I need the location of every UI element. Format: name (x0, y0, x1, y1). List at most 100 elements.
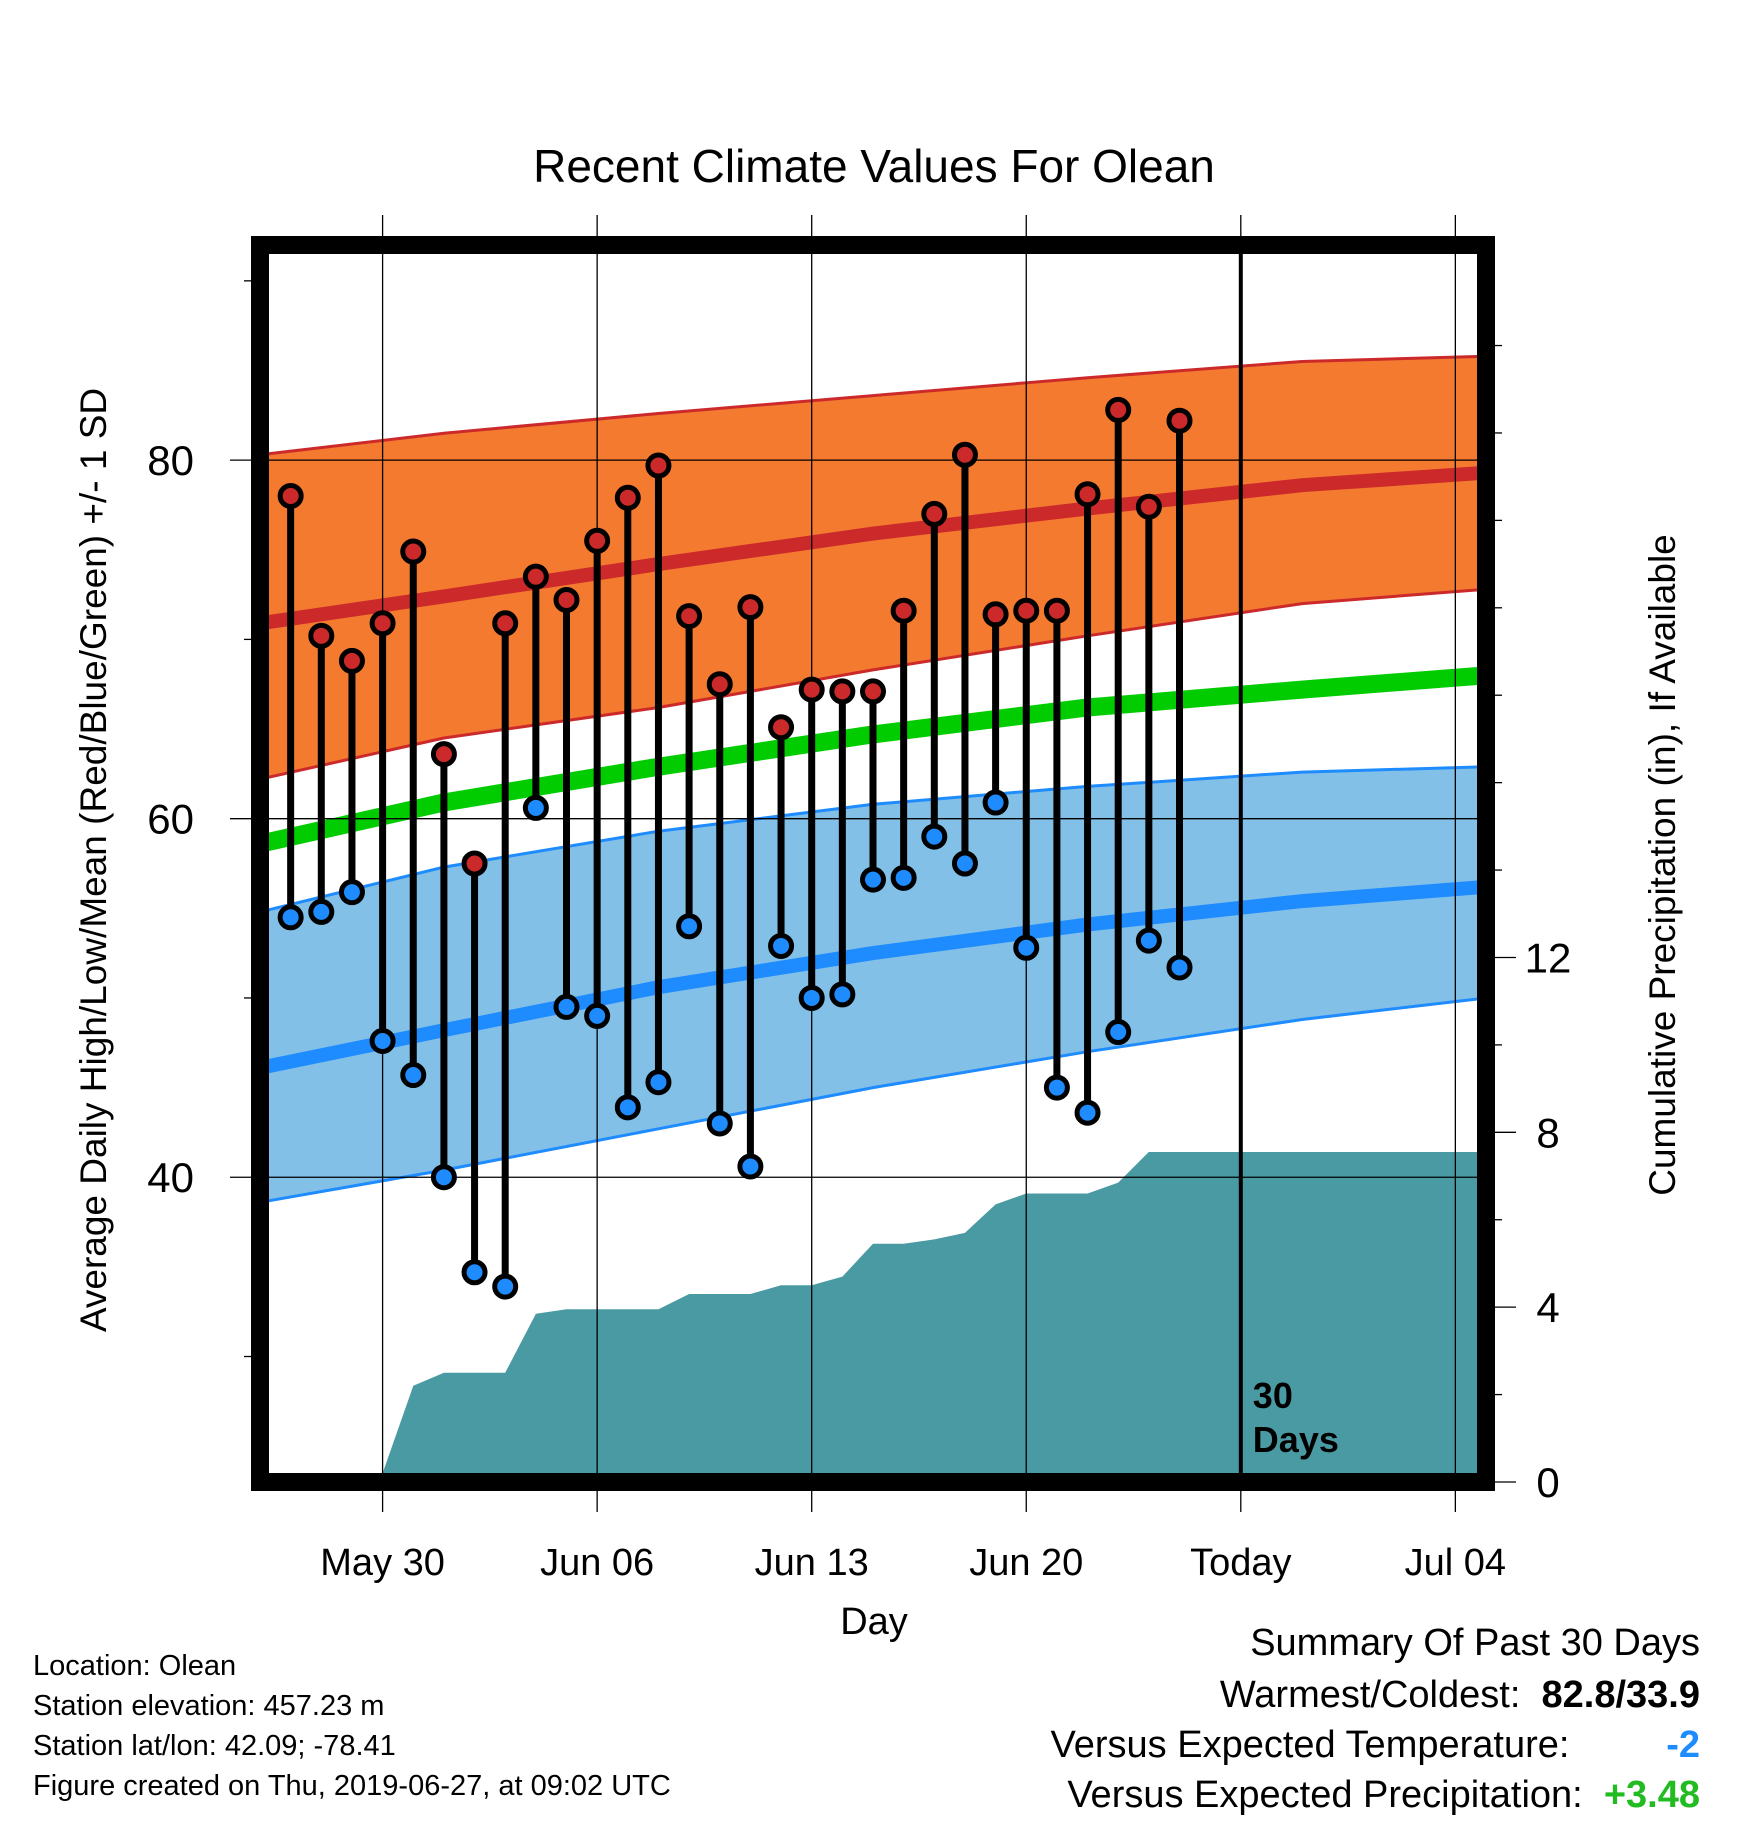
daily-high-point (277, 482, 304, 509)
summary-temp: Versus Expected Temperature: -2 (1051, 1724, 1700, 1767)
temp-value: -2 (1666, 1724, 1700, 1766)
daily-low-point (768, 932, 795, 959)
x-tick-label: Today (1190, 1542, 1291, 1584)
y2-tick-label: 12 (1525, 934, 1572, 981)
today-count-label: 30 (1253, 1375, 1293, 1416)
daily-high-point (798, 676, 825, 703)
precip-area (260, 1152, 1486, 1482)
daily-low-point (522, 794, 549, 821)
station-info: Location: Olean Station elevation: 457.2… (33, 1646, 671, 1806)
daily-high-point (400, 538, 427, 565)
y-axis-label: Average Daily High/Low/Mean (Red/Blue/Gr… (73, 388, 114, 1332)
latlon-text: Station lat/lon: 42.09; -78.41 (33, 1730, 396, 1762)
daily-low-point (829, 981, 856, 1008)
daily-high-point (553, 586, 580, 613)
daily-high-point (768, 714, 795, 741)
daily-high-point (1105, 396, 1132, 423)
daily-low-point (584, 1002, 611, 1029)
daily-high-point (1043, 597, 1070, 624)
daily-low-point (798, 984, 825, 1011)
daily-high-point (645, 452, 672, 479)
daily-high-point (951, 441, 978, 468)
daily-low-point (706, 1110, 733, 1137)
daily-low-point (400, 1062, 427, 1089)
daily-high-point (308, 622, 335, 649)
x-tick-label: Jun 13 (755, 1542, 869, 1584)
warm-cold-label: Warmest/Coldest: (1219, 1674, 1521, 1716)
daily-high-point (921, 500, 948, 527)
y-tick-label: 80 (147, 437, 194, 484)
high-band-lower-line (259, 587, 1487, 781)
chart-title: Recent Climate Values For Olean (533, 140, 1215, 192)
daily-low-point (1013, 934, 1040, 961)
daily-low-point (860, 866, 886, 893)
daily-low-point (1135, 927, 1162, 954)
x-tick-label: May 30 (320, 1542, 445, 1584)
today-days-label: Days (1253, 1419, 1339, 1460)
daily-low-point (1074, 1099, 1101, 1126)
daily-low-point (676, 913, 703, 940)
daily-high-point (1013, 597, 1040, 624)
daily-low-point (308, 898, 335, 925)
y2-tick-label: 4 (1536, 1284, 1559, 1331)
daily-low-point (921, 823, 948, 850)
daily-low-point (614, 1094, 641, 1121)
y2-tick-label: 0 (1536, 1459, 1559, 1506)
daily-high-point (614, 484, 641, 511)
daily-low-point (338, 879, 365, 906)
daily-high-point (706, 671, 733, 698)
x-tick-label: Jun 20 (969, 1542, 1083, 1584)
daily-high-point (982, 601, 1009, 628)
daily-high-point (584, 527, 611, 554)
daily-high-point (890, 597, 917, 624)
daily-high-point (676, 603, 703, 630)
daily-low-point (369, 1027, 396, 1054)
plot-frame (251, 236, 1495, 1491)
precip-value: +3.48 (1603, 1774, 1700, 1816)
daily-high-point (1135, 493, 1162, 520)
x-tick-label: Jun 06 (540, 1542, 654, 1584)
precip-label: Versus Expected Precipitation: (1067, 1774, 1583, 1816)
daily-low-point (1105, 1019, 1132, 1046)
created-text: Figure created on Thu, 2019-06-27, at 09… (33, 1770, 671, 1802)
y2-axis-label: Cumulative Precipitation (in), If Availa… (1642, 534, 1683, 1196)
daily-low-point (1166, 954, 1193, 981)
elevation-text: Station elevation: 457.23 m (33, 1690, 385, 1722)
summary-warm-cold: Warmest/Coldest: 82.8/33.9 (1220, 1674, 1700, 1717)
daily-high-point (829, 678, 856, 705)
daily-high-point (860, 678, 886, 705)
daily-high-point (1074, 481, 1101, 508)
daily-low-point (890, 864, 917, 891)
daily-low-point (1043, 1074, 1070, 1101)
y-tick-label: 60 (147, 796, 194, 843)
daily-low-point (553, 993, 580, 1020)
y-tick-label: 40 (147, 1154, 194, 1201)
x-axis-label: Day (840, 1601, 908, 1643)
x-tick-label: Jul 04 (1405, 1542, 1506, 1584)
daily-high-point (1166, 407, 1193, 434)
summary-precip: Versus Expected Precipitation: +3.48 (1067, 1774, 1700, 1817)
daily-low-point (645, 1069, 672, 1096)
y2-tick-label: 8 (1536, 1109, 1559, 1156)
high-mean-line (258, 465, 1487, 631)
location-text: Location: Olean (33, 1650, 237, 1682)
daily-high-point (369, 610, 396, 637)
daily-low-point (277, 904, 304, 931)
summary-heading: Summary Of Past 30 Days (1250, 1622, 1700, 1664)
daily-high-point (492, 610, 519, 637)
daily-low-point (430, 1164, 457, 1191)
daily-high-point (461, 850, 488, 877)
daily-low-point (737, 1153, 764, 1180)
daily-low-point (492, 1273, 519, 1300)
daily-low-point (951, 850, 978, 877)
daily-low-point (461, 1259, 488, 1286)
temp-label: Versus Expected Temperature: (1050, 1724, 1570, 1766)
daily-high-point (338, 647, 365, 674)
warm-cold-value: 82.8/33.9 (1541, 1674, 1700, 1716)
daily-high-point (430, 741, 457, 768)
daily-high-point (737, 594, 764, 621)
daily-high-point (522, 563, 549, 590)
daily-low-point (982, 789, 1009, 816)
